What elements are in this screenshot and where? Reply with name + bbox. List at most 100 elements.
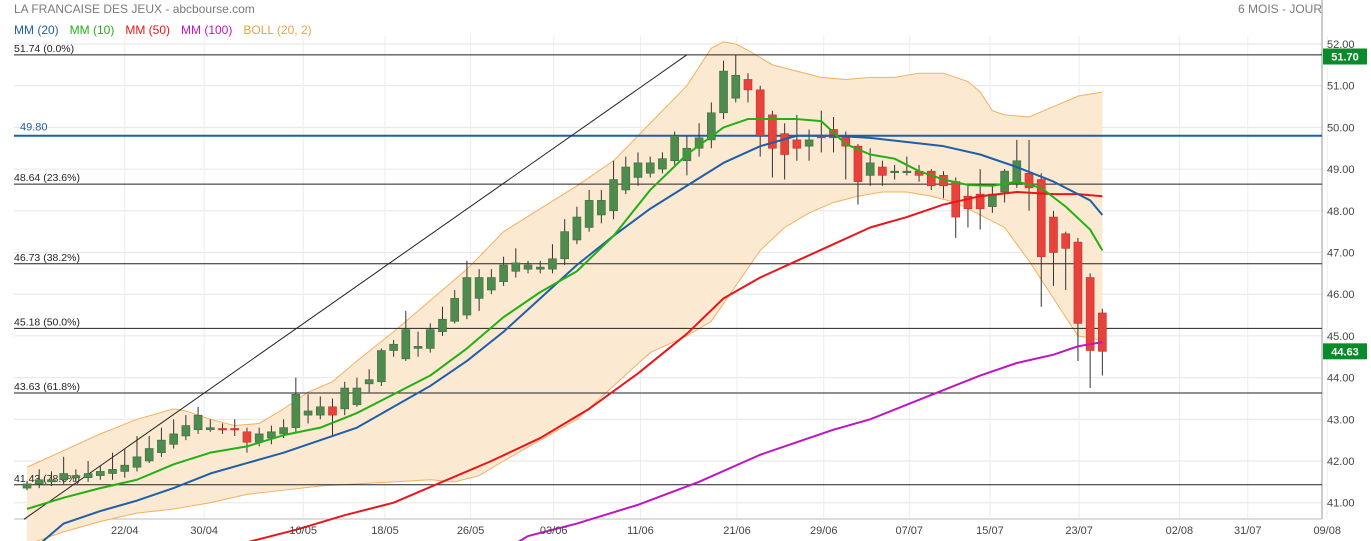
x-tick-label: 29/06 [810,525,838,537]
candle [59,456,68,484]
candle [242,427,252,453]
candle-body [1000,170,1009,193]
candle [181,415,191,441]
candle-body [462,277,472,316]
candle-body [853,145,863,182]
candle [438,306,447,336]
candle-body [1073,241,1083,324]
candle-body [438,318,447,333]
candle [755,85,765,157]
candle-body [572,216,582,241]
trendline [23,54,688,520]
y-tick-label: 51.00 [1327,81,1355,93]
candle [377,348,386,386]
candle-body [450,298,460,322]
candle-body [1036,179,1046,257]
x-tick-label: 02/08 [1166,525,1194,537]
candle-body [474,277,484,299]
x-tick-label: 03/06 [540,525,568,537]
candle-body [768,114,777,149]
candle [572,206,582,245]
y-tick-label: 48.00 [1327,206,1355,218]
bollinger-band [27,41,1103,541]
candle-body [377,350,386,383]
candle-body [670,135,679,162]
fib-label: 43.63 (61.8%) [14,381,80,393]
candle [780,123,789,180]
candle [230,419,240,436]
candle-body [584,200,594,228]
ma100-line [517,341,1103,541]
candle-body [303,410,313,416]
candle-body [206,427,215,431]
ma20-line [41,134,1104,541]
candle-body [1049,216,1058,253]
candle [352,377,362,407]
candle [707,102,716,149]
candle [34,469,44,489]
candle-body [658,158,667,170]
candle [548,244,557,274]
candle-body [132,456,142,468]
y-tick-label: 43.00 [1327,414,1355,426]
candle [658,152,667,174]
x-tick-label: 10/05 [289,525,317,537]
x-tick-label: 18/05 [371,525,399,537]
period-label: 6 MOIS - JOUR [1237,2,1322,16]
candle [462,260,472,320]
fib-label: 45.18 (50.0%) [14,316,80,328]
candle-body [1061,233,1070,249]
candle [1036,173,1046,307]
legend: MM (20) MM (10) MM (50) MM (100) BOLL (20, 2… [14,23,323,37]
candle [633,152,643,186]
candle [47,471,56,487]
candle-body [291,393,301,428]
candle [193,406,203,434]
resistance-label: 49.80 [20,122,48,134]
legend-item: MM (50) [125,23,171,37]
y-tick-label: 47.00 [1327,248,1355,260]
candle [670,131,679,165]
candle-body [340,387,350,410]
candle [413,331,423,357]
candle [108,452,117,480]
candle-body [621,166,631,191]
legend-item: MM (10) [69,23,115,37]
candle [609,160,618,220]
candle [169,419,178,449]
legend-item: MM (20) [14,23,59,37]
fib-label: 51.74 (0.0%) [14,43,74,55]
candle [157,427,166,457]
y-tick-label: 42.00 [1327,456,1355,468]
candle-body [731,74,741,99]
candle-body [951,181,961,218]
candle [450,290,460,324]
candle [511,248,521,278]
legend-item: BOLL (20, 2) [243,23,312,37]
candle [597,189,606,224]
candle-body [707,112,716,141]
price-tag [1323,48,1367,65]
candle [792,114,802,161]
candle-body [487,277,496,291]
candle [853,144,863,205]
candle-body [548,258,557,270]
candle [291,377,301,432]
candle [22,481,32,491]
candle [132,435,142,472]
candle-body [193,414,203,431]
candle [926,169,936,190]
candle [487,269,496,295]
candle [560,219,569,266]
fib-label: 41.43 (78.6%) [14,473,80,485]
y-tick-label: 49.00 [1327,164,1355,176]
candle [144,435,154,464]
x-tick-label: 11/06 [627,525,654,537]
candle-body [645,162,655,174]
candle [890,164,899,180]
candle [975,169,985,230]
candle-body [120,464,130,472]
candle [71,469,81,482]
candle [731,54,741,103]
